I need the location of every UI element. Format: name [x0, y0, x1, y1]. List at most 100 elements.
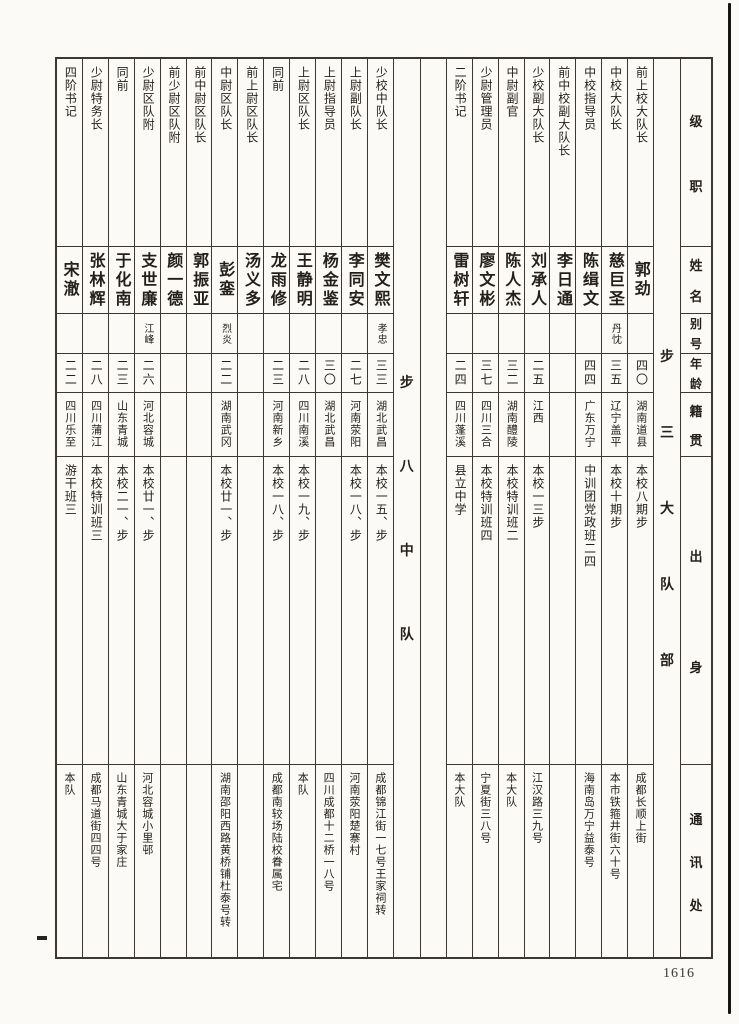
rank-cell: 前中尉区队长	[186, 59, 212, 247]
age-cell: 二二	[212, 354, 238, 393]
native-cell: 湖南道县	[628, 393, 654, 457]
rank-text: 上尉指导员	[322, 66, 337, 131]
address-cell: 宁夏街三八号	[473, 765, 498, 957]
address-text: 四川成都十二桥一八号	[322, 772, 336, 892]
address-cell: 成都长顺上街	[628, 765, 653, 957]
address-cell: 成都马道街四四号	[83, 765, 108, 957]
origin-text: 本校特训班四	[479, 464, 494, 542]
person-column: 同前 于化南 二三 山东青城 本校二一、步 山东青城大于家庄	[107, 59, 134, 957]
alias-cell	[82, 314, 108, 354]
address-cell: 本大队	[499, 765, 524, 957]
name-text: 王静明	[293, 251, 313, 309]
name-text: 廖文彬	[476, 251, 496, 309]
alias-cell	[628, 314, 654, 354]
rank-text: 前少尉区队附	[166, 66, 181, 144]
age-cell	[186, 354, 212, 393]
rank-cell: 上尉指导员	[316, 59, 341, 247]
rank-text: 中尉副官	[504, 66, 519, 118]
origin-cell: 本校廿一、步	[134, 457, 160, 765]
age-text: 二三	[270, 359, 285, 387]
age-cell: 二三	[108, 354, 134, 393]
address-cell: 河南荥阳楚寨村	[342, 765, 367, 957]
age-text: 三五	[608, 359, 623, 387]
origin-cell: 本校一九、步	[290, 457, 316, 765]
name-cell: 李日通	[550, 247, 576, 314]
person-column: 少尉特务长 张林辉 二八 四川蒲江 本校特训班三 成都马道街四四号	[81, 59, 108, 957]
name-cell: 彭銮	[212, 247, 238, 314]
age-text: 三七	[479, 359, 494, 387]
alias-cell	[576, 314, 602, 354]
address-cell: 本队	[290, 765, 315, 957]
rank-cell: 中尉副官	[498, 59, 524, 247]
native-cell: 河南新乡	[264, 393, 290, 457]
age-text: 二二	[218, 359, 233, 387]
header-age-cell: 年龄	[681, 354, 712, 393]
name-cell: 汤义多	[238, 247, 264, 314]
name-cell: 颜一德	[160, 247, 186, 314]
name-cell: 支世廉	[134, 247, 160, 314]
origin-text: 本校二一、步	[115, 464, 130, 542]
alias-cell	[264, 314, 290, 354]
name-text: 陈人杰	[502, 251, 522, 309]
origin-cell: 本校一八、步	[341, 457, 367, 765]
native-cell: 江西	[524, 393, 550, 457]
native-text: 湖北武昌	[322, 400, 336, 448]
rank-text: 少校副大队长	[530, 66, 545, 144]
native-cell: 四川蒲江	[82, 393, 108, 457]
age-cell: 四四	[576, 354, 602, 393]
age-text: 二八	[89, 359, 104, 387]
rank-cell: 中校大队长	[602, 59, 628, 247]
age-cell	[238, 354, 264, 393]
name-text: 雷树轩	[450, 251, 470, 309]
name-text: 张林辉	[86, 251, 106, 309]
origin-cell: 本校廿一、步	[212, 457, 238, 765]
header-address-label: 通讯处	[689, 812, 703, 914]
origin-cell: 本校特训班三	[82, 457, 108, 765]
origin-cell: 中训团党政班二四	[576, 457, 602, 765]
name-text: 樊文熙	[371, 251, 391, 309]
unit-label: 步八中队	[399, 375, 414, 643]
native-cell: 河南荥阳	[341, 393, 367, 457]
person-column: 上尉副队长 李同安 二七 河南荥阳 本校一八、步 河南荥阳楚寨村	[340, 59, 367, 957]
header-address-cell: 通讯处	[681, 765, 712, 957]
scan-edge-artifact	[728, 3, 731, 1014]
person-column: 少校中队长 樊文熙 孝忠 三三 湖北武昌 本校一五、步 成都锦江街一七号王家祠转	[366, 59, 393, 957]
rank-text: 上尉副队长	[348, 66, 363, 131]
address-text: 成都长顺上街	[634, 772, 648, 844]
alias-cell	[160, 314, 186, 354]
header-name-label: 姓名	[689, 259, 703, 305]
origin-cell	[160, 457, 186, 765]
alias-cell	[57, 314, 82, 354]
native-cell: 四川蓬溪	[446, 393, 472, 457]
origin-text: 本校一八、步	[348, 464, 363, 542]
address-text: 本队	[63, 772, 77, 796]
person-column: 前上尉区队长 汤义多	[237, 59, 264, 957]
name-text: 郭劲	[631, 261, 651, 299]
native-text: 湖北武昌	[374, 400, 388, 448]
address-text: 成都南较场陆校眷属宅	[270, 772, 284, 892]
native-text: 湖南武冈	[219, 400, 233, 448]
age-cell: 二四	[446, 354, 472, 393]
person-column: 少尉区队附 支世廉 江峰 二六 河北容城 本校廿一、步 河北容城小里邨	[133, 59, 160, 957]
native-text: 湖南醴陵	[505, 400, 519, 448]
origin-cell: 本校八期步	[628, 457, 654, 765]
name-text: 于化南	[112, 251, 132, 309]
age-cell: 三七	[472, 354, 498, 393]
native-text: 湖南道县	[634, 400, 648, 448]
rank-cell: 同前	[108, 59, 134, 247]
rank-cell: 同前	[264, 59, 290, 247]
native-cell: 四川南溪	[290, 393, 316, 457]
origin-cell: 本校二一、步	[108, 457, 134, 765]
alias-text: 孝忠	[375, 322, 387, 345]
rank-text: 二阶书记	[453, 66, 468, 118]
address-text: 本大队	[452, 772, 466, 808]
header-native-label: 籍贯	[689, 404, 703, 449]
person-column: 前中尉区队长 郭振亚	[185, 59, 212, 957]
origin-cell: 本校特训班四	[472, 457, 498, 765]
native-cell	[550, 393, 576, 457]
native-cell: 四川乐至	[57, 393, 82, 457]
age-text: 三三	[374, 359, 389, 387]
address-cell	[550, 765, 575, 957]
rank-text: 前中尉区队长	[192, 66, 207, 144]
age-text: 二八	[296, 359, 311, 387]
